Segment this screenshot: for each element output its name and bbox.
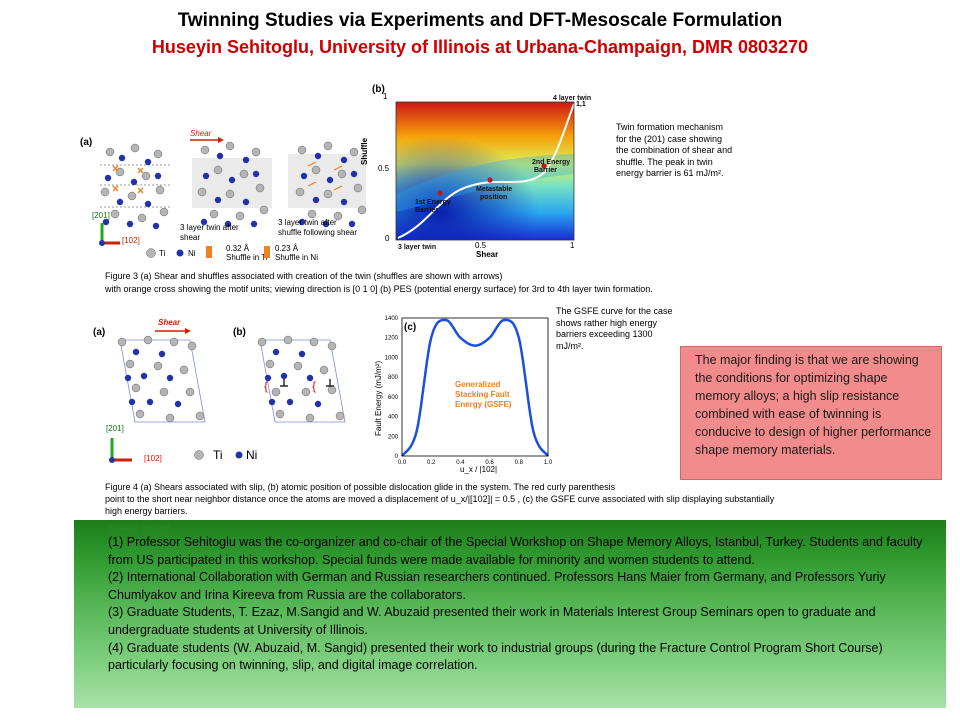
broader-impact-box: Broader Impact (1) Professor Sehitoglu w… <box>74 520 946 708</box>
fig4-caption-1: Figure 4 (a) Shears associated with slip… <box>105 482 616 492</box>
fig3-shuffle-ni-val: 0.23 Å <box>275 244 299 253</box>
gsfe-series-line <box>401 318 549 457</box>
gsfe-ytick-label: 1400 <box>385 316 399 322</box>
fig4-legend-ti: Ti <box>213 448 223 462</box>
pes-ytick-05: 0.5 <box>378 164 390 173</box>
pes-corner: 1,1 <box>576 101 586 108</box>
gsfe-legend: Generalized Stacking Fault Energy (GSFE) <box>455 380 512 409</box>
gsfe-xtick-label: 0.8 <box>515 460 524 466</box>
fig4-crystal-a <box>117 335 206 423</box>
gsfe-xtick-label: 0.0 <box>398 460 407 466</box>
fig4-crystal-b: {{ <box>257 335 346 423</box>
svg-text:{: { <box>264 379 268 393</box>
broader-impact-item-1: (1) Professor Sehitoglu was the co-organ… <box>108 535 923 567</box>
fig3-ti-swatch <box>146 248 156 258</box>
gsfe-ytick-label: 1200 <box>385 336 399 342</box>
fig4-atomic-panels: {{ <box>109 328 346 463</box>
svg-text:Barrier: Barrier <box>415 207 438 214</box>
fig3-shuffle-ni-arrow-icon <box>264 246 270 258</box>
gsfe-ytick-label: 800 <box>388 375 399 381</box>
svg-text:Shear: Shear <box>190 129 212 138</box>
gsfe-x-axis: u_x / |102| <box>460 465 498 474</box>
page-subtitle: Huseyin Sehitoglu, University of Illinoi… <box>151 37 809 57</box>
fig3-legend-ni: Ni <box>188 249 196 258</box>
fig4-direction-102: [102] <box>144 454 162 463</box>
gsfe-ytick-label: 600 <box>388 395 399 401</box>
fig4-ti-swatch <box>194 450 204 460</box>
major-finding-box: The major finding is that we are showing… <box>680 346 942 480</box>
fig4-label-b: (b) <box>233 327 246 338</box>
fig4-side-note: The GSFE curve for the case shows rather… <box>556 306 673 351</box>
broader-impact-item-2: (2) International Collaboration with Ger… <box>108 570 886 602</box>
svg-text:{: { <box>312 379 316 393</box>
fig3-shuffle-ti-val: 0.32 Å <box>226 244 250 253</box>
fig3-label-b: (b) <box>372 84 385 95</box>
fig3-ni-swatch <box>176 249 184 257</box>
broader-impact-item-3: (3) Graduate Students, T. Ezaz, M.Sangid… <box>108 605 876 637</box>
fig3-crystal-1 <box>100 143 172 230</box>
pes-metastable: Metastable <box>476 186 512 193</box>
gsfe-chart: 0 200 400 600 800 1000 1200 1400 0.0 0.2 0.4 0.6 0.… <box>385 316 553 466</box>
gsfe-y-axis: Fault Energy (mJ/m²) <box>374 360 383 436</box>
fig3-direction-201: [201] <box>92 211 110 220</box>
fig4-ni-swatch <box>235 451 243 459</box>
pes-x-axis: Shear <box>476 250 499 259</box>
pes-top-label: 4 layer twin <box>553 95 591 102</box>
pes-tick-0: 0 <box>385 234 390 243</box>
gsfe-ytick-label: 1000 <box>385 355 399 361</box>
gsfe-ytick-label: 0 <box>395 454 399 460</box>
gsfe-xtick-label: 1.0 <box>544 460 553 466</box>
fig3-caption-2: with orange cross showing the motif unit… <box>105 284 653 294</box>
broader-impact-heading: Broader Impact <box>108 523 170 533</box>
fig3-crystal-2: Shear <box>190 129 272 228</box>
gsfe-xtick-label: 0.2 <box>427 460 436 466</box>
pes-ytick-1: 1 <box>383 92 388 101</box>
fig3-side-note: Twin formation mechanism for the (201) c… <box>616 122 733 178</box>
fig3-label-a: (a) <box>80 137 93 148</box>
pes-xtick-1: 1 <box>570 241 575 250</box>
fig3-caption-shuffle: shuffle following shear <box>278 228 358 237</box>
fig3-axis-triad <box>99 223 120 246</box>
fig3-shuffle-ti-arrow-icon <box>206 246 212 258</box>
fig4-shear-label: Shear <box>158 318 181 327</box>
major-finding-text: The major finding is that we are showing… <box>695 353 932 457</box>
svg-text:Barrier: Barrier <box>534 167 557 174</box>
fig4-caption-2: point to the short near neighbor distanc… <box>105 494 775 504</box>
svg-text:position: position <box>480 194 507 201</box>
fig4-direction-201: [201] <box>106 424 124 433</box>
fig3-shuffle-ti: Shuffle in Ti <box>226 253 268 262</box>
gsfe-xtick-label: 0.4 <box>456 460 465 466</box>
page-title: Twinning Studies via Experiments and DFT… <box>177 10 783 31</box>
fig3-legend-ti: Ti <box>159 249 166 258</box>
fig3-pes-plot: 4 layer twin 1,1 2nd Energy Barrier Meta… <box>395 95 591 251</box>
gsfe-ytick-label: 400 <box>388 415 399 421</box>
pes-y-axis: Shuffle <box>360 137 369 165</box>
fig4-caption-3: high energy barriers. <box>105 506 188 516</box>
pes-first-barrier: 1st Energy <box>415 199 451 206</box>
pes-second-barrier: 2nd Energy <box>532 159 570 166</box>
fig3-direction-102: [102] <box>122 236 140 245</box>
fig4-label-a: (a) <box>93 327 106 338</box>
fig3-shuffle-ni: Shuffle in Ni <box>275 253 318 262</box>
gsfe-ytick-label: 200 <box>388 434 399 440</box>
fig3-caption-after-shear: 3 layer twin after shear <box>180 223 239 242</box>
fig4-label-c: (c) <box>404 322 417 333</box>
fig4-axis-triad <box>109 438 132 463</box>
pes-bottom-label: 3 layer twin <box>398 244 436 251</box>
fig3-caption-twin: 3 layer twin after <box>278 218 337 227</box>
pes-xtick-05: 0.5 <box>475 241 487 250</box>
fig4-legend-ni: Ni <box>246 448 258 462</box>
broader-impact-item-4: (4) Graduate students (W. Abuzaid, M. Sa… <box>108 640 883 673</box>
fig3-caption-1: Figure 3 (a) Shear and shuffles associat… <box>105 271 503 281</box>
fig3-atomic-panels: Shear <box>99 129 367 246</box>
fig3-crystal-3 <box>288 141 367 228</box>
gsfe-xtick-label: 0.6 <box>485 460 494 466</box>
